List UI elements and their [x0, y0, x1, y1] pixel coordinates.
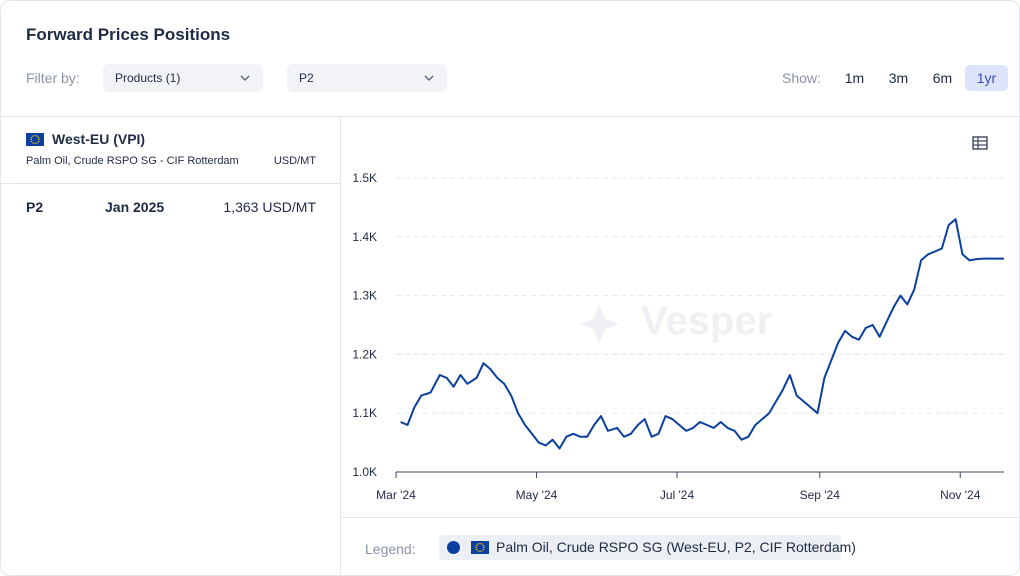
card-header: Forward Prices Positions Filter by: Prod… [1, 1, 1019, 117]
range-button-3m[interactable]: 3m [888, 70, 909, 86]
x-tick-label: Nov '24 [940, 488, 981, 502]
position-filter-value: P2 [299, 71, 314, 85]
page-title: Forward Prices Positions [26, 25, 231, 44]
legend-bar: Legend: Palm Oil, Crude RSPO SG (West-EU… [341, 517, 1019, 575]
y-tick-label: 1.1K [352, 406, 377, 420]
eu-flag-icon [26, 133, 44, 146]
position-row[interactable]: P2 Jan 2025 1,363 USD/MT [1, 199, 341, 223]
range-button-6m[interactable]: 6m [932, 70, 953, 86]
price-unit: USD/MT [273, 155, 316, 167]
watermark-text: Vesper [641, 299, 772, 343]
x-tick-label: Sep '24 [800, 488, 841, 502]
position-code: P2 [26, 199, 44, 215]
products-filter-select[interactable]: Products (1) [103, 64, 263, 92]
y-tick-label: 1.5K [352, 171, 377, 185]
chevron-down-icon [240, 75, 250, 81]
y-tick-label: 1.4K [352, 230, 377, 244]
legend-label: Legend: [365, 541, 416, 557]
range-button-1yr[interactable]: 1yr [965, 65, 1008, 91]
series-color-dot [447, 541, 460, 554]
eu-flag-icon [471, 541, 489, 554]
vesper-logo-icon [579, 305, 619, 343]
series-line [400, 218, 1004, 450]
position-price: 1,363 USD/MT [223, 199, 316, 215]
x-tick-label: Mar '24 [376, 488, 416, 502]
y-tick-label: 1.3K [352, 289, 377, 303]
legend-item[interactable]: Palm Oil, Crude RSPO SG (West-EU, P2, CI… [439, 535, 856, 560]
price-line-chart: Vesper 1.0K 1.1K 1.2K 1.3K 1.4K 1.5K Mar '24 M… [352, 171, 1004, 502]
region-name: West-EU (VPI) [52, 131, 146, 147]
y-tick-label: 1.0K [352, 465, 377, 479]
position-month: Jan 2025 [105, 199, 165, 215]
positions-panel-header: West-EU (VPI) Palm Oil, Crude RSPO SG - … [1, 117, 341, 184]
vesper-watermark: Vesper [579, 299, 772, 343]
product-name: Palm Oil, Crude RSPO SG - CIF Rotterdam [26, 155, 239, 167]
x-tick-label: Jul '24 [660, 488, 695, 502]
chevron-down-icon [424, 75, 434, 81]
position-filter-select[interactable]: P2 [287, 64, 447, 92]
products-filter-value: Products (1) [115, 71, 181, 85]
table-view-icon[interactable] [972, 136, 988, 150]
filter-label: Filter by: [26, 70, 80, 86]
legend-series-name: Palm Oil, Crude RSPO SG (West-EU, P2, CI… [496, 539, 856, 555]
show-label: Show: [782, 70, 821, 86]
chart-panel: Vesper 1.0K 1.1K 1.2K 1.3K 1.4K 1.5K Mar '24 M… [341, 117, 1019, 517]
positions-panel: West-EU (VPI) Palm Oil, Crude RSPO SG - … [1, 117, 341, 575]
x-tick-label: May '24 [516, 488, 558, 502]
range-button-1m[interactable]: 1m [844, 70, 865, 86]
y-tick-label: 1.2K [352, 347, 377, 361]
